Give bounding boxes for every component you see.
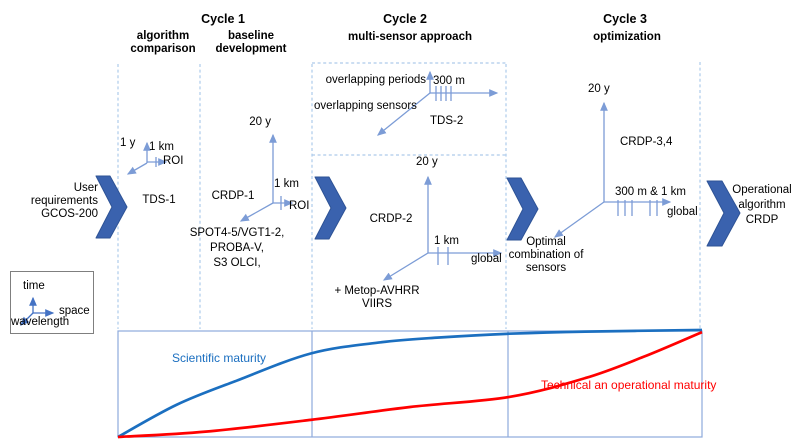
technical-maturity-curve — [117, 330, 703, 439]
crdp1-time-label: 20 y — [249, 116, 271, 128]
cycle2-title: Cycle 2 — [383, 12, 427, 26]
tds1-label: TDS-1 — [142, 194, 176, 206]
tds2-resolution-label: 300 m — [433, 75, 465, 87]
crdp1-space-label: 1 km — [274, 178, 299, 190]
crdp34-axis-icon — [553, 101, 672, 238]
crdp1-axis-icon — [239, 133, 294, 222]
crdp1-label: CRDP-1 — [211, 190, 255, 202]
legend-wavelength-label: wavelength — [11, 316, 70, 328]
cycle3-subtitle: optimization — [593, 31, 661, 43]
cycle2-subtitle: multi-sensor approach — [348, 31, 472, 43]
crdp2-label: CRDP-2 — [369, 213, 413, 225]
scientific-maturity-label: Scientific maturity — [172, 351, 267, 365]
tds2-label: TDS-2 — [430, 115, 464, 127]
cycle1-column-algorithm-comparison: algorithm comparison — [130, 30, 196, 55]
crdp1-roi-label: ROI — [289, 200, 310, 212]
operational-algorithm-label: Operational algorithm CRDP — [732, 184, 792, 226]
scientific-maturity-curve — [117, 328, 703, 439]
legend-time-label: time — [23, 280, 45, 292]
tds1-time-label: 1 y — [120, 137, 136, 149]
optimal-combination-label: Optimal combination of sensors — [508, 236, 584, 274]
tds2-dashed-box — [312, 62, 506, 156]
flow-chevron-2-icon — [314, 176, 347, 240]
tds1-roi-label: ROI — [163, 155, 184, 167]
crdp2-space-label: 1 km — [434, 235, 459, 247]
crdp34-extent-label: global — [667, 206, 698, 218]
flow-chevron-3-icon — [506, 177, 539, 241]
tds1-axis-icon — [126, 141, 168, 175]
crdp2-extent-label: global — [471, 253, 502, 265]
tds2-overlapping-periods-label: overlapping periods — [325, 74, 426, 86]
technical-maturity-label: Technical an operational maturity — [541, 378, 717, 392]
crdp34-space-label: 300 m & 1 km — [615, 186, 686, 198]
cycle1-column-baseline-development: baseline development — [215, 30, 287, 55]
flow-chevron-4-icon — [706, 180, 741, 247]
crdp1-sensors-label: SPOT4-5/VGT1-2, PROBA-V, S3 OLCI, — [189, 227, 285, 269]
crdp34-label: CRDP-3,4 — [620, 136, 673, 148]
maturity-chart — [117, 328, 703, 439]
legend-axis-icon — [20, 296, 55, 326]
tds1-space-label: 1 km — [149, 141, 174, 153]
tds2-axis-icon — [376, 70, 499, 136]
maturity-chart-frame — [117, 330, 703, 438]
crdp2-sensors-label: + Metop-AVHRR VIIRS — [334, 285, 420, 310]
column-divider-dashes — [117, 62, 701, 329]
legend-space-label: space — [59, 305, 90, 317]
crdp34-time-label: 20 y — [588, 83, 610, 95]
cycle1-title: Cycle 1 — [201, 12, 245, 26]
tds2-overlapping-sensors-label: overlapping sensors — [314, 100, 417, 112]
cycle3-title: Cycle 3 — [603, 12, 647, 26]
crdp2-axis-icon — [382, 175, 503, 281]
crdp2-time-label: 20 y — [416, 156, 438, 168]
user-requirements-label: User requirements GCOS-200 — [30, 182, 98, 220]
legend-box — [10, 271, 94, 334]
flow-chevron-1-icon — [95, 175, 128, 239]
